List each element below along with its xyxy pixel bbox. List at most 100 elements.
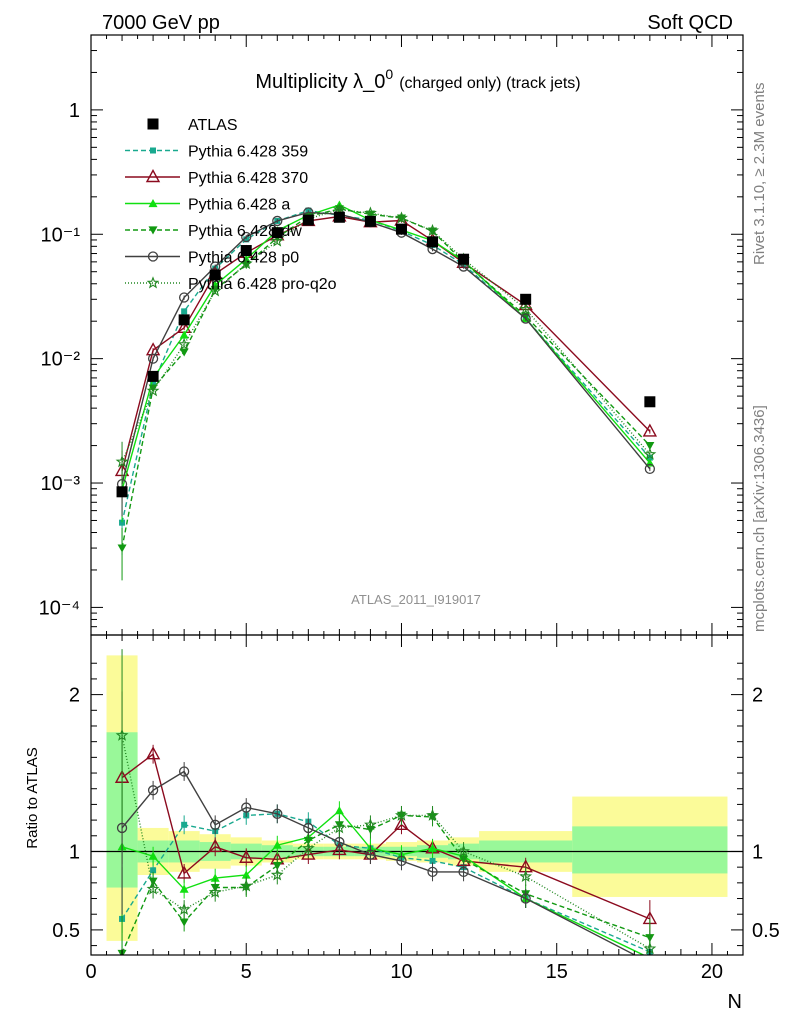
legend-marker: [150, 147, 156, 154]
x-tick-label: 15: [546, 961, 568, 983]
x-tick-label: 10: [390, 961, 412, 983]
ratio-point: [520, 893, 531, 904]
mc-point: [241, 231, 252, 243]
ratio-point: [272, 840, 282, 849]
legend-label: Pythia 6.428 dw: [188, 223, 302, 240]
legend-marker: [148, 226, 158, 235]
mc-point: [519, 302, 533, 315]
mc-point: [115, 454, 129, 468]
ratio-point: [365, 849, 376, 860]
ratio-point: [208, 885, 222, 898]
ratio-point: [272, 808, 283, 819]
ratio-point: [210, 873, 220, 882]
mc-point: [646, 454, 653, 461]
data-point: [271, 227, 283, 239]
data-point: [458, 253, 470, 265]
ratio-line: [121, 809, 646, 955]
mc-line: [121, 208, 651, 463]
mc-point: [643, 447, 657, 460]
ratio-line: [121, 814, 651, 954]
x-tick-label: 0: [85, 961, 96, 983]
data-point: [364, 215, 376, 227]
ratio-point: [301, 841, 315, 854]
ratio-point: [396, 855, 407, 867]
x-tick-label: 20: [701, 961, 723, 983]
legend-label: Pythia 6.428 a: [188, 197, 290, 214]
mc-point: [148, 384, 158, 393]
mc-point: [179, 348, 189, 357]
legend-label: Pythia 6.428 359: [188, 144, 308, 161]
ratio-point: [181, 821, 188, 828]
analysis-watermark: ATLAS_2011_I919017: [351, 592, 481, 607]
mc-point: [179, 330, 189, 339]
y-tick-label: 10⁻³: [41, 473, 81, 495]
ratio-point: [394, 816, 409, 831]
ratio-y-tick-label-right: 0.5: [752, 920, 780, 942]
ratio-plot-area: [91, 649, 743, 955]
mc-point: [177, 337, 191, 350]
data-point: [427, 236, 439, 248]
mc-point: [208, 284, 222, 297]
legend-label: Pythia 6.428 370: [188, 170, 308, 187]
mc-point: [642, 423, 658, 437]
mc-point: [426, 223, 439, 237]
data-point: [116, 486, 128, 498]
mc-point: [272, 215, 283, 227]
y-tick-label: 1: [69, 100, 80, 122]
ratio-y-tick-label-right: 1: [752, 841, 763, 863]
ratio-point: [210, 819, 221, 830]
legend-label: ATLAS: [188, 117, 238, 134]
legend-marker: [148, 199, 158, 208]
mc-point: [146, 384, 160, 397]
legend-marker: [146, 276, 160, 289]
mc-line: [121, 204, 651, 491]
ratio-point: [332, 821, 346, 834]
data-point: [178, 314, 190, 326]
uncertainty-band-green: [572, 826, 728, 874]
chart-title: Multiplicity λ_00(charged only) (track j…: [255, 66, 580, 93]
ratio-frame: [90, 634, 744, 956]
ratio-point: [458, 866, 469, 878]
rivet-version-label: Rivet 3.1.10, ≥ 2.3M events: [751, 83, 768, 266]
legend-label: Pythia 6.428 pro-q2o: [188, 276, 337, 293]
ratio-point: [179, 884, 189, 893]
data-point: [302, 214, 314, 226]
ratio-point: [270, 868, 284, 881]
mc-point: [119, 519, 126, 526]
y-tick-label: 10⁻⁴: [39, 597, 80, 619]
x-axis-label: N: [728, 991, 742, 1013]
mc-point: [243, 236, 250, 243]
ratio-panel: Ratio to ATLAS N 0.5 0.51 12 20 5 10 15 20: [24, 634, 780, 1013]
ratio-point: [303, 822, 314, 834]
ratio-point: [148, 851, 158, 860]
data-point: [147, 370, 159, 382]
legend-label: Pythia 6.428 p0: [188, 250, 299, 267]
mc-series-5: [115, 202, 657, 495]
ratio-point: [301, 846, 316, 860]
mc-point: [147, 353, 159, 364]
ratio-point: [239, 849, 254, 863]
mc-point: [364, 206, 377, 219]
ratio-point: [241, 802, 252, 813]
y-tick-label: 10⁻¹: [41, 224, 81, 246]
ratio-point: [147, 785, 159, 796]
source-label: mcplots.cern.ch [arXiv:1306.3436]: [751, 405, 768, 632]
ratio-point: [519, 869, 533, 883]
ratio-point: [332, 841, 347, 856]
ratio-point: [334, 806, 344, 815]
ratio-point: [239, 879, 253, 892]
legend-marker: [147, 118, 159, 130]
ratio-line: [121, 753, 651, 920]
data-point: [644, 396, 656, 408]
ratio-point: [146, 882, 160, 895]
data-point: [240, 245, 252, 257]
ratio-point: [178, 766, 190, 777]
ratio-y-tick-label: 1: [69, 841, 80, 863]
ratio-point: [177, 902, 191, 915]
ratio-point: [395, 808, 408, 821]
mc-point: [644, 463, 656, 475]
mc-point: [117, 544, 127, 553]
mc-point: [520, 313, 531, 324]
mc-point: [181, 308, 188, 315]
data-point: [520, 293, 532, 305]
